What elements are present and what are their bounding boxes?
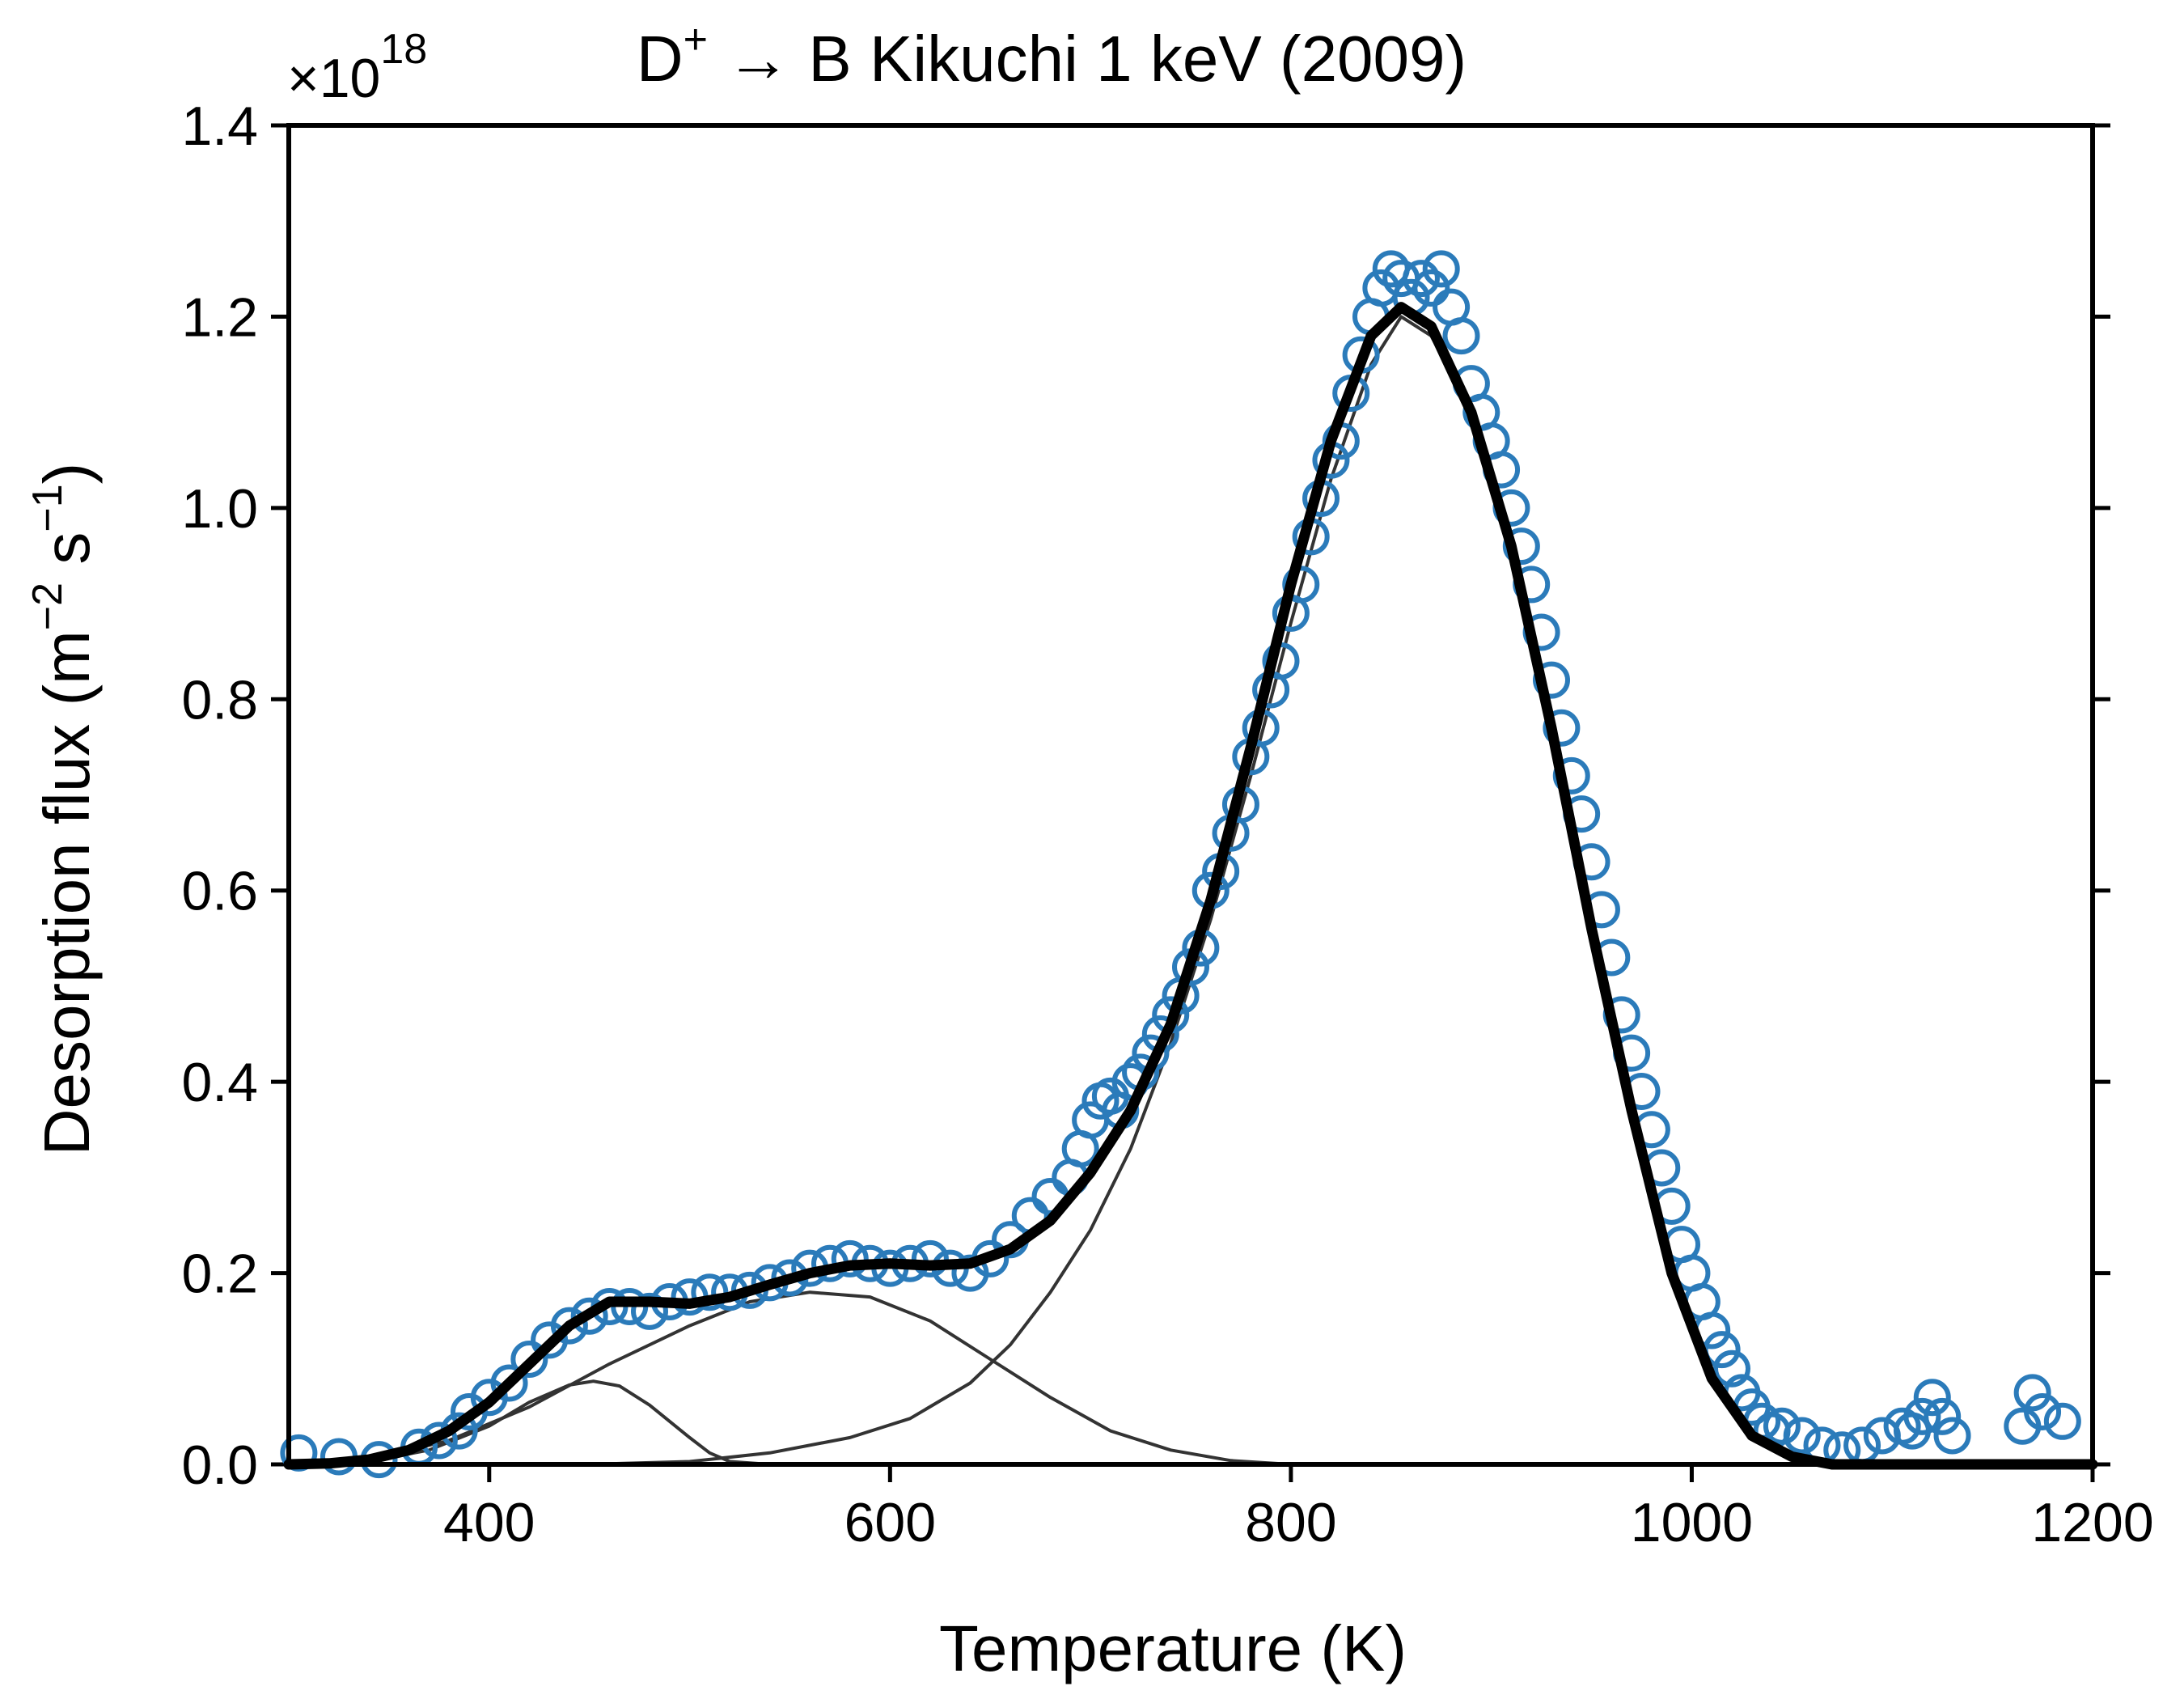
data-point [490,1364,528,1402]
x-tick-label: 600 [844,1492,936,1553]
y-tick-label: 0.4 [181,1052,258,1113]
y-axis-label: Desorption flux (m−2 s−1) [24,463,103,1156]
data-point [2043,1402,2081,1440]
x-tick-label: 800 [1245,1492,1336,1553]
fit-curve [283,302,2098,1470]
data-point [550,1307,588,1345]
y-axis-multiplier: ×1018 [287,26,427,109]
data-point [1763,1407,1801,1445]
y-tick-label: 1.4 [181,95,258,157]
data-point [1903,1397,1941,1435]
chart-title: D+ → B Kikuchi 1 keV (2009) [637,16,1467,95]
data-point [1502,527,1540,566]
x-tick-label: 1000 [1631,1492,1753,1553]
data-point [1412,269,1450,307]
plot-lines [288,315,2093,1466]
y-tick-label: 0.2 [181,1244,258,1305]
component-curve [289,315,2093,1466]
data-point [1933,1417,1971,1455]
data-point [831,1239,869,1277]
data-point [1552,756,1590,794]
x-tick-label: 1200 [2031,1492,2153,1553]
data-point [1402,260,1440,298]
data-point [570,1297,608,1335]
component-curve [288,1290,1292,1466]
plot-frame [286,123,2095,1467]
data-point [1863,1417,1901,1455]
data-point [1913,1379,1951,1417]
data-point [1543,709,1581,747]
component-curve [288,1379,971,1466]
data-point [1843,1426,1881,1464]
data-point [631,1292,668,1330]
y-tick-label: 0.8 [181,669,258,731]
y-tick-label: 1.0 [181,478,258,540]
data-point [1783,1417,1821,1455]
x-axis-label: Temperature (K) [939,1612,1407,1684]
y-tick-label: 0.0 [181,1434,258,1496]
data-point [2024,1392,2062,1430]
data-point [1924,1397,1962,1435]
data-point [1282,566,1320,604]
data-point [2013,1374,2051,1412]
data-point [1422,250,1460,288]
data-markers [280,250,2081,1479]
data-point [1713,1349,1750,1388]
data-point [911,1239,949,1277]
data-point [1533,661,1570,699]
x-tick-label: 400 [443,1492,535,1553]
y-tick-label: 1.2 [181,286,258,348]
y-tick-label: 0.6 [181,861,258,922]
data-point [1362,269,1400,307]
data-point [1442,317,1480,355]
axis-ticks: 400 600 800 1000 1200 0.0 0.2 0.4 0.6 0.8 1.0 1.2 1.… [181,95,2153,1553]
data-point [510,1340,548,1378]
data-point [691,1273,729,1311]
